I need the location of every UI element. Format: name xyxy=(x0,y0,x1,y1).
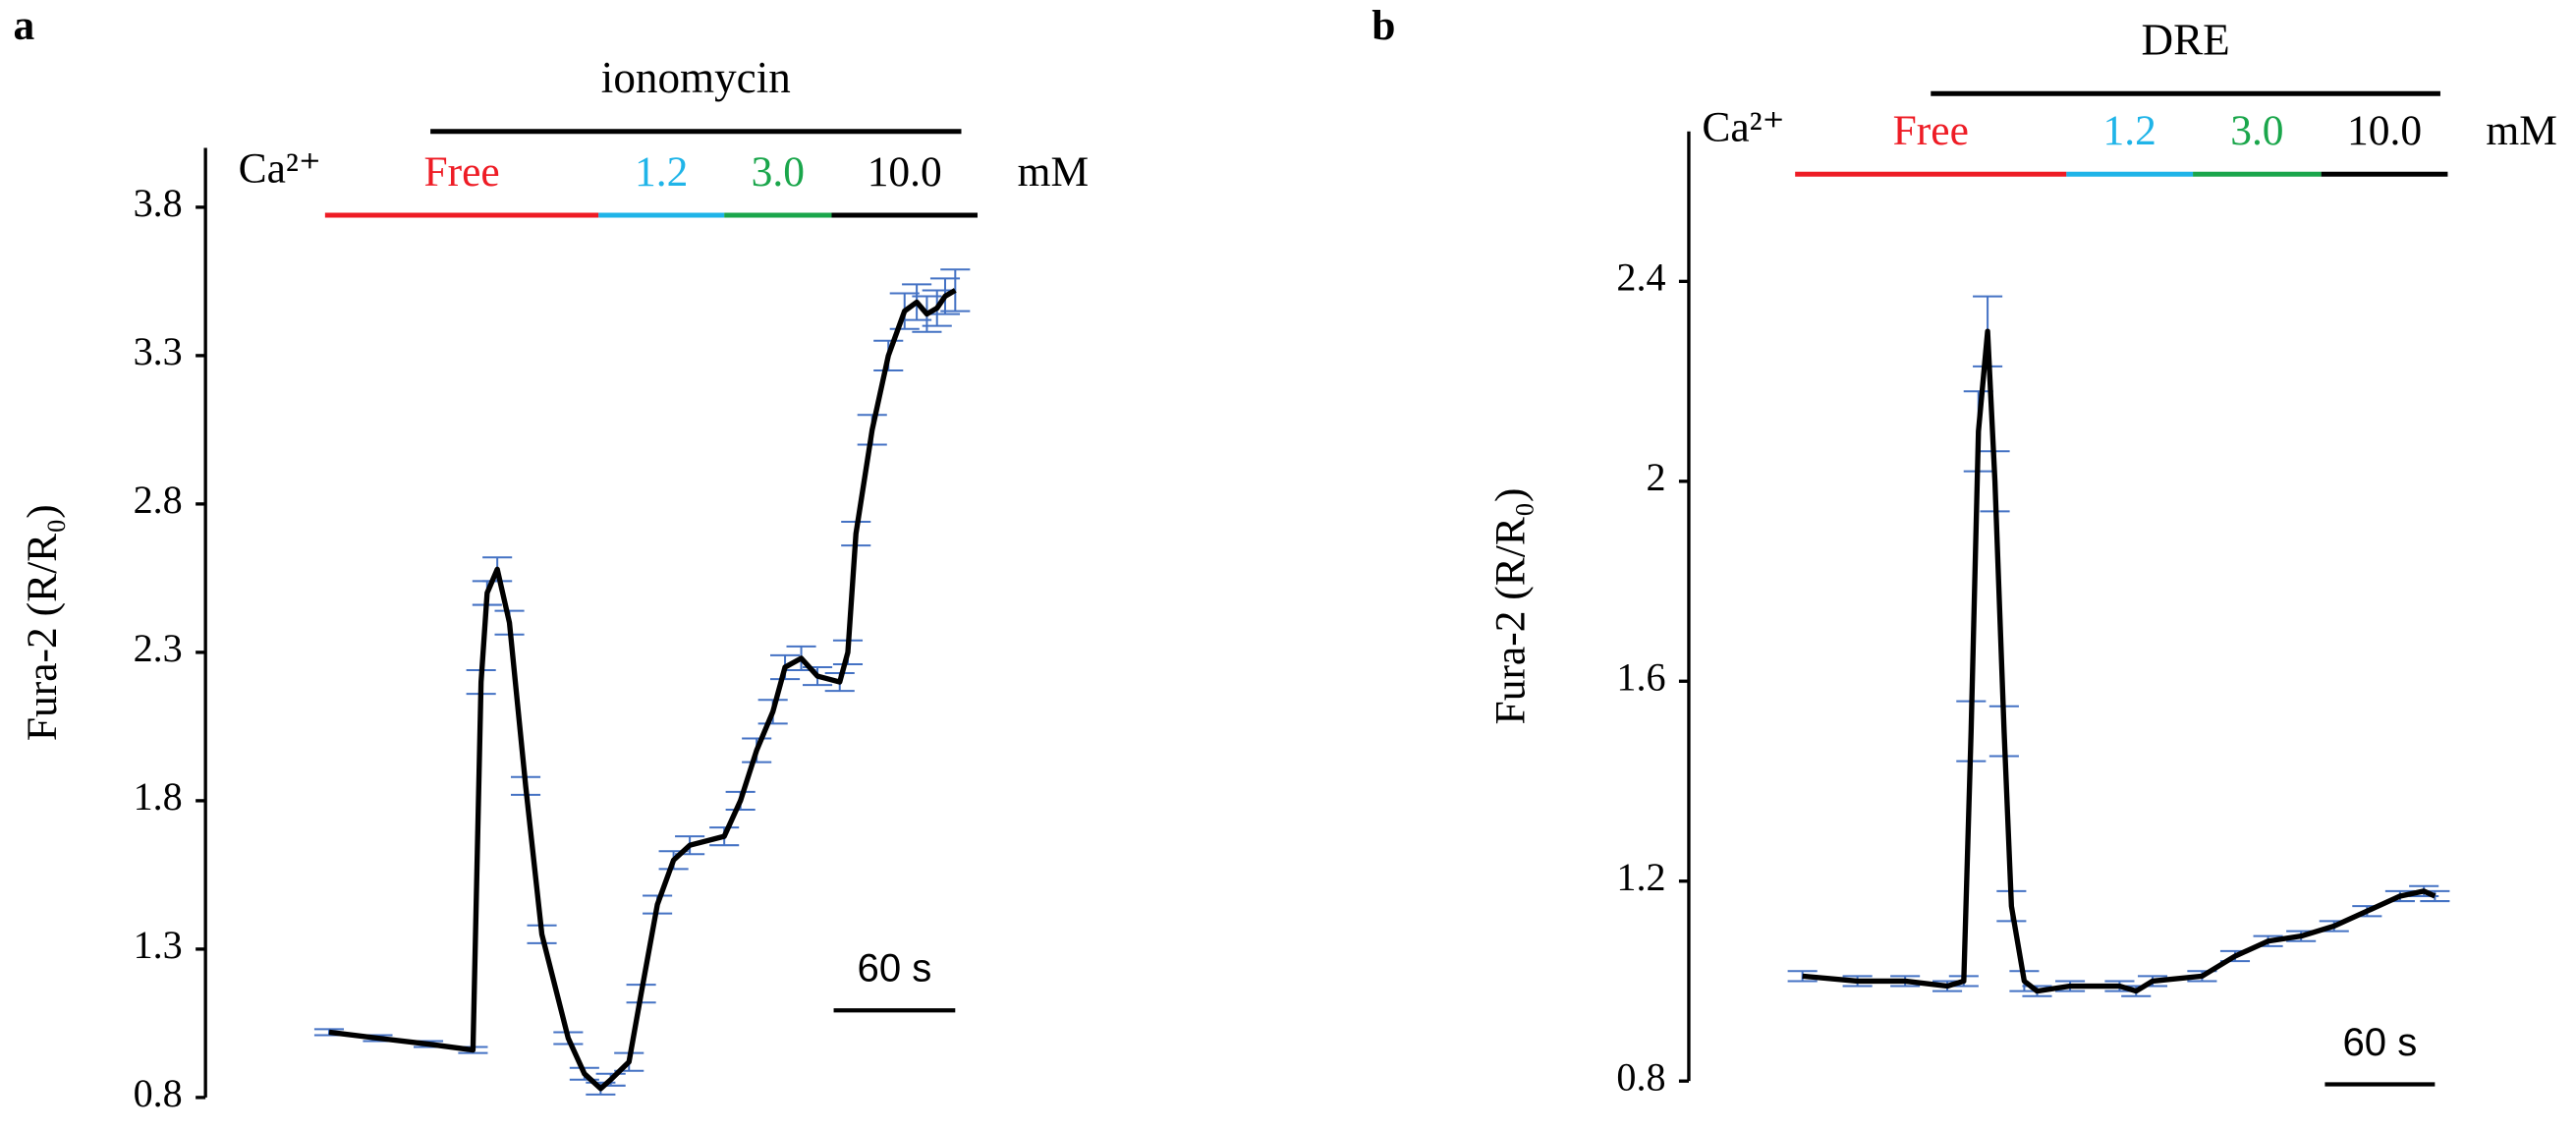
treatment-label: DRE xyxy=(2141,16,2229,65)
y-tick-label: 0.8 xyxy=(134,1071,183,1115)
concentration-label: 3.0 xyxy=(752,148,805,196)
concentration-label: 1.2 xyxy=(635,148,688,196)
y-tick-label: 1.8 xyxy=(134,774,183,819)
y-tick-label: 2.8 xyxy=(134,478,183,522)
concentration-label: Free xyxy=(423,148,499,196)
panel-label: b xyxy=(1372,2,1395,49)
unit-label: mM xyxy=(1018,148,1089,196)
y-tick-label: 1.2 xyxy=(1616,855,1665,899)
y-tick-label: 0.8 xyxy=(1616,1054,1665,1099)
concentration-label: Free xyxy=(1893,107,1969,154)
trace xyxy=(328,288,957,1092)
ion-label: Ca²⁺ xyxy=(1702,104,1784,151)
unit-label: mM xyxy=(2486,107,2556,154)
concentration-label: 10.0 xyxy=(868,148,942,196)
y-tick-label: 1.6 xyxy=(1616,654,1665,699)
y-tick-label: 2.3 xyxy=(134,626,183,670)
scale-bar-label: 60 s xyxy=(858,946,932,990)
panel-label: a xyxy=(14,2,35,49)
ion-label: Ca²⁺ xyxy=(239,145,321,193)
y-axis-label: Fura-2 (R/R₀) xyxy=(1487,487,1535,724)
concentration-label: 10.0 xyxy=(2347,107,2422,154)
concentration-label: 1.2 xyxy=(2103,107,2156,154)
y-tick-label: 3.8 xyxy=(134,181,183,225)
scale-bar-label: 60 s xyxy=(2342,1020,2417,1064)
trace xyxy=(1802,328,2436,994)
treatment-label: ionomycin xyxy=(601,53,791,102)
concentration-label: 3.0 xyxy=(2230,107,2283,154)
y-tick-label: 1.3 xyxy=(134,923,183,967)
y-tick-label: 3.3 xyxy=(134,329,183,373)
y-axis-label: Fura-2 (R/R₀) xyxy=(19,504,66,741)
y-tick-label: 2 xyxy=(1646,455,1665,499)
y-tick-label: 2.4 xyxy=(1616,255,1665,300)
